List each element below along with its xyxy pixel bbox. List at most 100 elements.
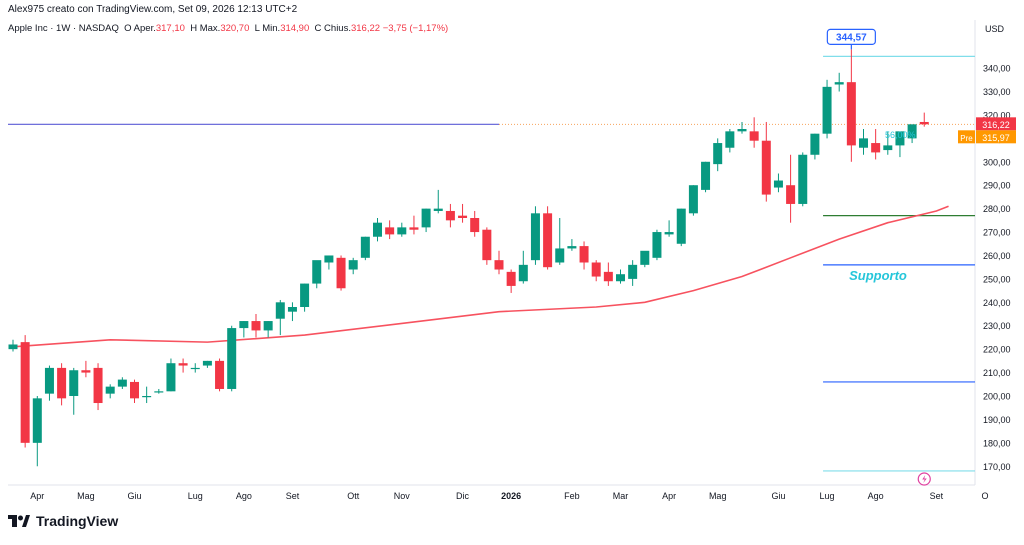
candle-body <box>287 307 297 312</box>
legend-symbol: Apple Inc · 1W · NASDAQ <box>8 23 119 34</box>
y-tick-label: 320,00 <box>983 110 1011 120</box>
candle-body <box>555 248 565 263</box>
peak-callout-value: 344,57 <box>836 32 867 43</box>
y-tick-label: 300,00 <box>983 157 1011 167</box>
candle-body <box>324 255 334 263</box>
x-tick-label: Nov <box>394 491 411 501</box>
y-tick-label: 210,00 <box>983 368 1011 378</box>
x-tick-label: Mar <box>613 491 629 501</box>
candle-body <box>409 227 419 230</box>
candle-body <box>482 229 492 261</box>
candle-body <box>397 227 407 235</box>
candle-body <box>846 82 856 146</box>
y-tick-label: 220,00 <box>983 345 1011 355</box>
legend-close-key: Chius. <box>324 23 351 34</box>
tradingview-brand: TradingView <box>8 513 118 529</box>
chart-caption: Alex975 creato con TradingView.com, Set … <box>8 4 298 15</box>
candle-body <box>458 215 468 218</box>
candle-body <box>8 344 18 350</box>
candle-body <box>591 262 601 277</box>
candle-body <box>859 138 868 148</box>
y-tick-label: 170,00 <box>983 462 1011 472</box>
support-label: Supporto <box>849 268 907 283</box>
candle-body <box>518 264 528 282</box>
candle-body <box>142 396 152 398</box>
tradingview-logo-icon <box>8 515 30 527</box>
ohlc-legend: Apple Inc · 1W · NASDAQ O Aper.317,10 H … <box>8 23 448 34</box>
candle-body <box>664 232 674 235</box>
candle-body <box>567 246 577 249</box>
candle-body <box>190 367 200 370</box>
candle-body <box>701 161 711 190</box>
candle-body <box>312 260 322 284</box>
y-tick-label: 270,00 <box>983 228 1011 238</box>
y-tick-label: 190,00 <box>983 415 1011 425</box>
candle-body <box>640 250 650 265</box>
candle-body <box>810 133 820 155</box>
legend-low-label: L <box>254 23 260 34</box>
candle-body <box>202 360 212 366</box>
y-tick-label: 260,00 <box>983 251 1011 261</box>
candle-body <box>725 131 735 148</box>
candle-body <box>579 246 589 263</box>
pre-market-label: Pre <box>960 134 973 143</box>
last-price-value: 316,22 <box>982 120 1010 130</box>
legend-low: 314,90 <box>280 23 310 34</box>
moving-average-line <box>12 205 949 348</box>
candle-body <box>81 370 91 373</box>
candle-body <box>215 360 225 389</box>
legend-high-label: H <box>190 23 198 34</box>
candle-body <box>628 264 638 279</box>
candle-body <box>20 342 30 443</box>
candle-body <box>530 213 540 261</box>
candle-body <box>300 283 310 307</box>
candle-body <box>822 86 832 134</box>
x-tick-label: Feb <box>564 491 580 501</box>
y-tick-label: 180,00 <box>983 438 1011 448</box>
y-tick-label: 340,00 <box>983 64 1011 74</box>
candle-body <box>749 131 759 141</box>
y-tick-label: 290,00 <box>983 181 1011 191</box>
legend-close: 316,22 <box>350 23 381 34</box>
x-tick-label: Dic <box>456 491 469 501</box>
candle-body <box>251 321 261 331</box>
candle-body <box>263 321 273 331</box>
candle-body <box>761 140 771 195</box>
candle-body <box>871 143 881 153</box>
y-tick-label: 200,00 <box>983 392 1011 402</box>
pre-market-value: 315,97 <box>982 133 1010 143</box>
y-tick-label: 280,00 <box>983 204 1011 214</box>
x-tick-label: Apr <box>662 491 676 501</box>
candle-body <box>773 180 783 188</box>
candle-body <box>919 121 929 125</box>
candle-body <box>44 367 54 394</box>
x-tick-label: Giu <box>771 491 785 501</box>
x-tick-label: Lug <box>188 491 203 501</box>
candle-body <box>93 367 103 404</box>
x-tick-label: Lug <box>820 491 835 501</box>
y-tick-label: 240,00 <box>983 298 1011 308</box>
candle-body <box>445 210 455 221</box>
candlestick-chart[interactable]: 170,00 180,00 190,00 200,00 210,00 220,00 230,… <box>0 0 1024 510</box>
candle-body <box>385 227 395 235</box>
event-marker-bolt <box>922 475 927 483</box>
pre-market-tag-label-box <box>958 130 975 144</box>
candle-body <box>494 260 504 270</box>
candle-body <box>688 185 698 214</box>
candle-body <box>652 232 662 258</box>
candle-body <box>786 185 796 204</box>
x-tick-label: Mag <box>77 491 95 501</box>
candle-body <box>543 213 553 268</box>
x-tick-label: Ago <box>236 491 252 501</box>
candle-body <box>275 302 285 319</box>
candle-body <box>616 274 625 282</box>
candle-body <box>69 370 79 396</box>
candle-body <box>907 124 917 139</box>
legend-open-key: Aper. <box>133 23 156 34</box>
legend-low-key: Min. <box>262 23 281 34</box>
candle-body <box>239 321 249 329</box>
candle-body <box>433 208 443 211</box>
candle-body <box>336 257 346 289</box>
candle-body <box>373 222 382 237</box>
candle-body <box>421 208 431 228</box>
